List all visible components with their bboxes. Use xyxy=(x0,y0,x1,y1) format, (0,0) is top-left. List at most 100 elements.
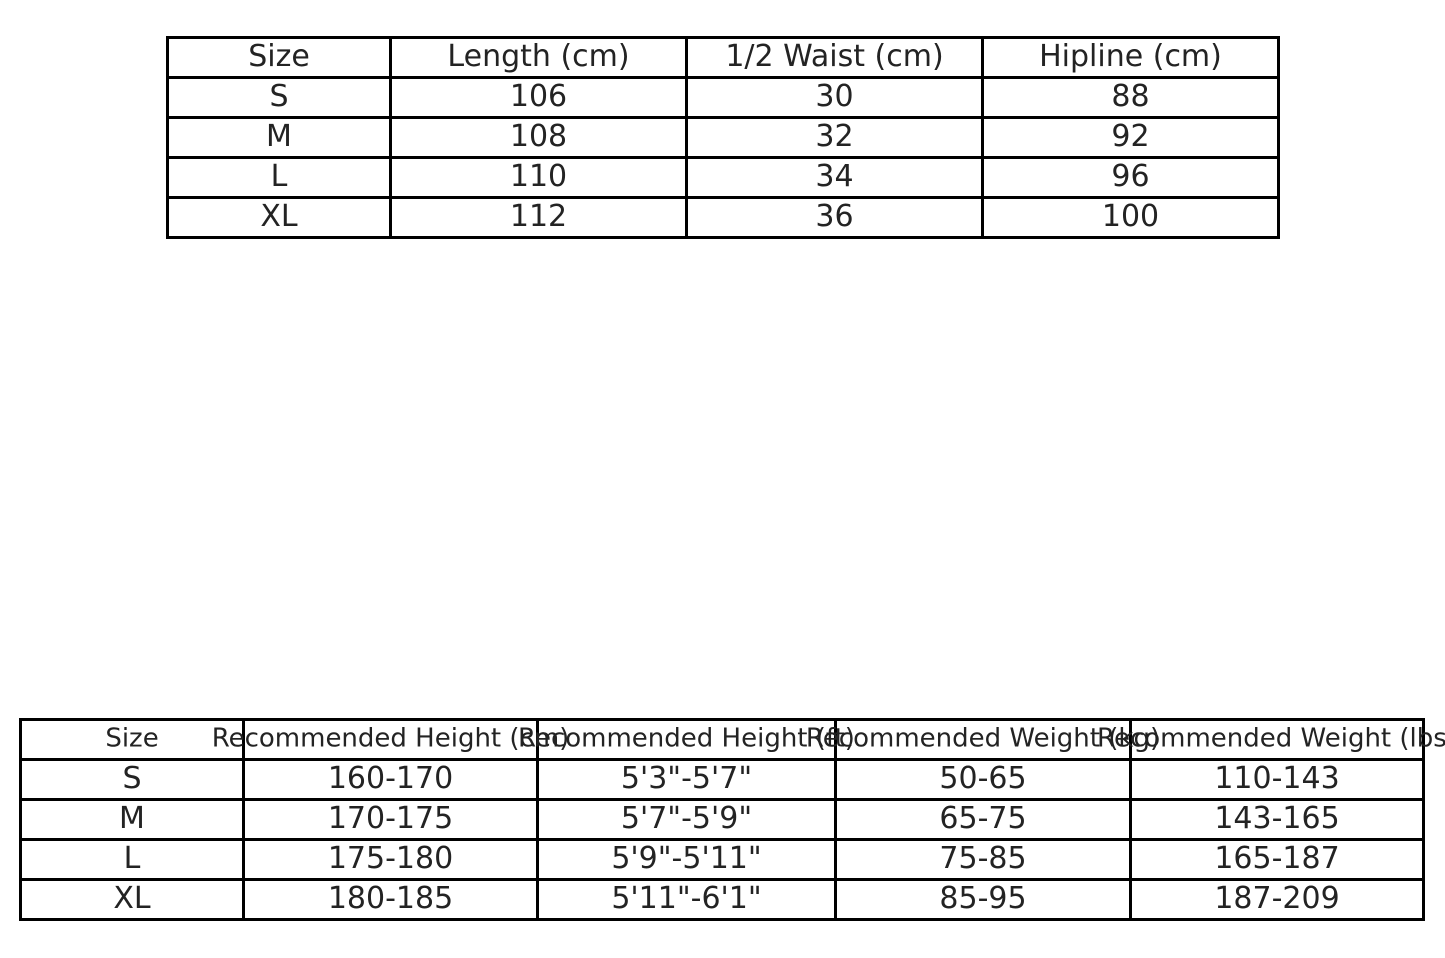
table-cell: 92 xyxy=(981,116,1280,159)
cell-text: 110-143 xyxy=(1214,760,1340,796)
table-cell: XL xyxy=(166,196,392,239)
table-row-xl: XL 112 36 100 xyxy=(166,196,1280,239)
fit-guide-table: Size Recommended Height (cm) Recommended… xyxy=(19,718,1445,921)
fit-guide-header-row: Size Recommended Height (cm) Recommended… xyxy=(19,718,1445,761)
cell-text: M xyxy=(119,800,145,836)
table-cell: 143-165 xyxy=(1129,798,1425,841)
cell-text: 143-165 xyxy=(1214,800,1340,836)
table-cell: 5'9"-5'11" xyxy=(536,838,837,881)
cell-text: 5'9"-5'11" xyxy=(611,840,762,876)
table-cell: 170-175 xyxy=(242,798,539,841)
table-cell: 75-85 xyxy=(834,838,1132,881)
table-cell: 34 xyxy=(685,156,984,199)
cell-text: 36 xyxy=(815,198,854,234)
size-chart-table: Size Length (cm) 1/2 Waist (cm) Hipline … xyxy=(166,36,1280,239)
header-text: Recommended Height (cm) xyxy=(211,722,570,753)
cell-text: 34 xyxy=(815,158,854,194)
table-cell: 30 xyxy=(685,76,984,119)
column-header-size: Size xyxy=(166,36,392,79)
column-header-length: Length (cm) xyxy=(389,36,688,79)
cell-text: 165-187 xyxy=(1214,840,1340,876)
cell-text: 160-170 xyxy=(327,760,454,796)
column-header-weight-kg: Recommended Weight (kg) xyxy=(806,718,1160,761)
table-cell: L xyxy=(19,838,245,881)
table-cell: 88 xyxy=(981,76,1280,119)
cell-text: L xyxy=(270,158,288,194)
table-cell: 110 xyxy=(389,156,688,199)
table-cell: 50-65 xyxy=(834,758,1132,801)
table-cell: L xyxy=(166,156,392,199)
table-cell: 108 xyxy=(389,116,688,159)
cell-text: 187-209 xyxy=(1214,880,1340,916)
cell-text: XL xyxy=(113,880,151,916)
cell-text: 5'11"-6'1" xyxy=(611,880,762,916)
header-text: Recommended Height (ft) xyxy=(518,722,855,753)
cell-text: M xyxy=(266,118,292,154)
cell-text: 175-180 xyxy=(327,840,454,876)
table-cell: 100 xyxy=(981,196,1280,239)
column-header-height-cm: Recommended Height (cm) xyxy=(212,718,569,761)
cell-text: S xyxy=(269,78,289,114)
cell-text: 112 xyxy=(509,198,568,234)
cell-text: 110 xyxy=(509,158,568,194)
cell-text: 85-95 xyxy=(939,880,1027,916)
table-row-l: L 175-180 5'9"-5'11" 75-85 165-187 xyxy=(19,838,1425,881)
table-row-s: S 160-170 5'3"-5'7" 50-65 110-143 xyxy=(19,758,1425,801)
table-cell: 165-187 xyxy=(1129,838,1425,881)
table-row-l: L 110 34 96 xyxy=(166,156,1280,199)
table-cell: 112 xyxy=(389,196,688,239)
table-cell: 160-170 xyxy=(242,758,539,801)
cell-text: L xyxy=(123,840,141,876)
header-text: Recommended Weight (kg) xyxy=(805,722,1161,753)
table-cell: 5'7"-5'9" xyxy=(536,798,837,841)
table-cell: 96 xyxy=(981,156,1280,199)
header-text: Recommended Weight (lbs) xyxy=(1097,722,1445,753)
table-row-s: S 106 30 88 xyxy=(166,76,1280,119)
cell-text: 100 xyxy=(1101,198,1160,234)
table-cell: 110-143 xyxy=(1129,758,1425,801)
cell-text: S xyxy=(122,760,142,796)
cell-text: 65-75 xyxy=(939,800,1027,836)
cell-text: 30 xyxy=(815,78,854,114)
cell-text: 5'3"-5'7" xyxy=(620,760,753,796)
table-row-m: M 170-175 5'7"-5'9" 65-75 143-165 xyxy=(19,798,1425,841)
column-header-weight-lbs: Recommended Weight (lbs) xyxy=(1097,718,1445,761)
column-header-half-waist: 1/2 Waist (cm) xyxy=(685,36,984,79)
header-text: Length (cm) xyxy=(447,38,630,74)
cell-text: XL xyxy=(260,198,298,234)
cell-text: 92 xyxy=(1111,118,1150,154)
cell-text: 88 xyxy=(1111,78,1150,114)
size-chart-header-row: Size Length (cm) 1/2 Waist (cm) Hipline … xyxy=(166,36,1280,79)
cell-text: 32 xyxy=(815,118,854,154)
cell-text: 180-185 xyxy=(327,880,454,916)
table-cell: 5'11"-6'1" xyxy=(536,878,837,921)
cell-text: 50-65 xyxy=(939,760,1027,796)
table-cell: 106 xyxy=(389,76,688,119)
table-cell: S xyxy=(19,758,245,801)
column-header-size: Size xyxy=(19,718,245,761)
column-header-height-ft: Recommended Height (ft) xyxy=(518,718,855,761)
header-text: 1/2 Waist (cm) xyxy=(725,38,944,74)
cell-text: 96 xyxy=(1111,158,1150,194)
cell-text: 108 xyxy=(509,118,568,154)
column-header-hipline: Hipline (cm) xyxy=(981,36,1280,79)
header-text: Hipline (cm) xyxy=(1039,38,1222,74)
table-cell: 175-180 xyxy=(242,838,539,881)
table-cell: 36 xyxy=(685,196,984,239)
header-text: Size xyxy=(105,722,159,753)
table-cell: S xyxy=(166,76,392,119)
cell-text: 5'7"-5'9" xyxy=(620,800,753,836)
table-cell: M xyxy=(19,798,245,841)
table-row-m: M 108 32 92 xyxy=(166,116,1280,159)
table-cell: XL xyxy=(19,878,245,921)
header-text: Size xyxy=(248,38,310,74)
table-cell: 5'3"-5'7" xyxy=(536,758,837,801)
table-cell: 187-209 xyxy=(1129,878,1425,921)
table-row-xl: XL 180-185 5'11"-6'1" 85-95 187-209 xyxy=(19,878,1425,921)
cell-text: 106 xyxy=(509,78,568,114)
cell-text: 170-175 xyxy=(327,800,454,836)
table-cell: 65-75 xyxy=(834,798,1132,841)
table-cell: M xyxy=(166,116,392,159)
cell-text: 75-85 xyxy=(939,840,1027,876)
